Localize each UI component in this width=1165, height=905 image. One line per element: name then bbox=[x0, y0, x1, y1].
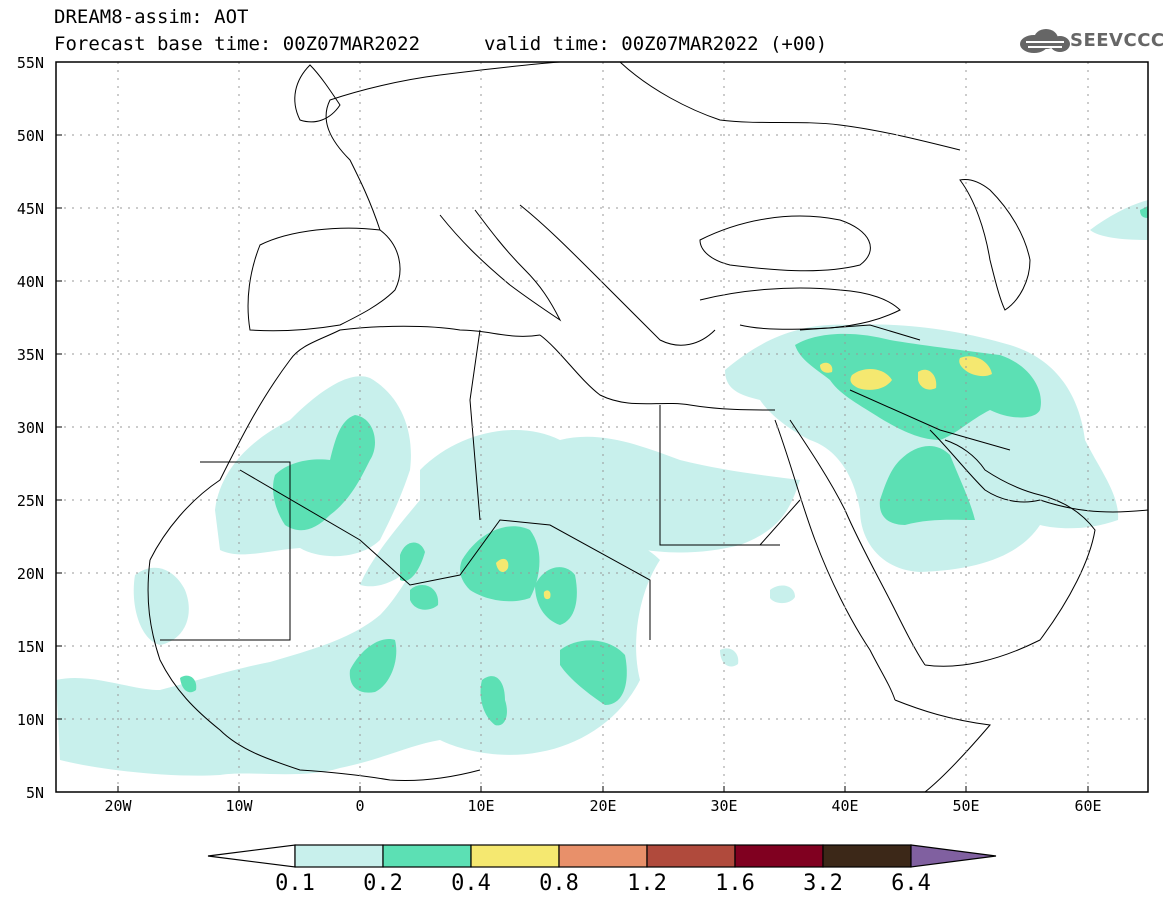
colorbar-label: 1.6 bbox=[715, 871, 755, 896]
graticule bbox=[56, 62, 1148, 792]
colorbar-label: 0.8 bbox=[539, 871, 579, 896]
axis-ticks bbox=[56, 61, 1089, 793]
colorbar-segment-below bbox=[207, 844, 296, 868]
lat-label: 55N bbox=[16, 54, 44, 72]
lon-label: 20W bbox=[104, 797, 132, 815]
lat-label: 35N bbox=[16, 346, 44, 364]
lon-label: 40E bbox=[831, 797, 859, 815]
colorbar-segment-0.2-0.4 bbox=[382, 844, 472, 868]
logo-text: SEEVCCC bbox=[1070, 30, 1165, 51]
lat-label: 20N bbox=[16, 565, 44, 583]
lat-label: 45N bbox=[16, 200, 44, 218]
lat-label: 5N bbox=[25, 784, 44, 802]
coastlines bbox=[147, 62, 1148, 792]
colorbar-label: 6.4 bbox=[891, 871, 931, 896]
colorbar-label: 3.2 bbox=[803, 871, 843, 896]
colorbar-segment-0.1-0.2 bbox=[294, 844, 384, 868]
colorbar-label: 0.2 bbox=[363, 871, 403, 896]
cloud-icon bbox=[1020, 29, 1070, 53]
lon-label: 20E bbox=[589, 797, 617, 815]
lon-label: 30E bbox=[710, 797, 738, 815]
colorbar-segment-3.2-6.4 bbox=[822, 844, 912, 868]
seevccc-logo bbox=[1020, 29, 1070, 53]
lat-label: 30N bbox=[16, 419, 44, 437]
lat-label: 25N bbox=[16, 492, 44, 510]
lat-label: 15N bbox=[16, 638, 44, 656]
lon-label: 60E bbox=[1074, 797, 1102, 815]
lon-label: 10W bbox=[225, 797, 253, 815]
colorbar-label: 1.2 bbox=[627, 871, 667, 896]
colorbar-segment-0.4-0.8 bbox=[470, 844, 560, 868]
lon-label: 50E bbox=[952, 797, 980, 815]
lon-label: 0 bbox=[355, 797, 365, 815]
colorbar-label: 0.4 bbox=[451, 871, 491, 896]
lat-label: 40N bbox=[16, 273, 44, 291]
map-title: DREAM8-assim: AOT bbox=[54, 6, 249, 28]
lat-label: 50N bbox=[16, 127, 44, 145]
colorbar-segment-1.2-1.6 bbox=[646, 844, 736, 868]
colorbar-segment-0.8-1.2 bbox=[558, 844, 648, 868]
colorbar-segment-above bbox=[910, 844, 997, 868]
valid-time: valid time: 00Z07MAR2022 (+00) bbox=[484, 33, 828, 55]
colorbar-label: 0.1 bbox=[275, 871, 315, 896]
lat-label: 10N bbox=[16, 711, 44, 729]
aot-field-0.4-0.8 bbox=[496, 356, 992, 600]
lon-label: 10E bbox=[467, 797, 495, 815]
colorbar-segment-1.6-3.2 bbox=[734, 844, 824, 868]
colorbar bbox=[207, 844, 997, 868]
forecast-base-time: Forecast base time: 00Z07MAR2022 bbox=[54, 33, 421, 55]
